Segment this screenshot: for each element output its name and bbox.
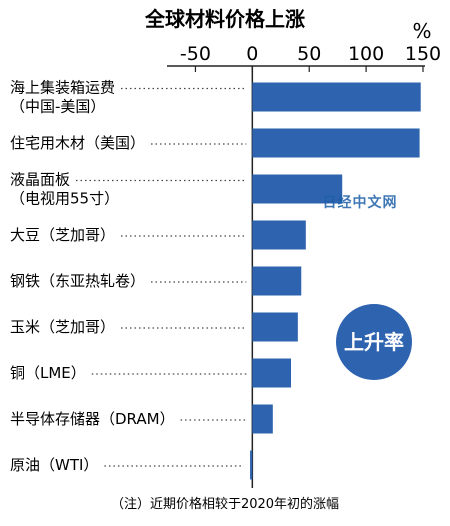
category-label: 海上集装箱运费 [10,79,115,97]
chart-title: 全球材料价格上涨 [144,7,305,31]
category-label: 住宅用木材（美国） [10,134,145,152]
x-tick-label: 100 [348,43,384,65]
x-tick-label: 150 [405,43,441,65]
bar [252,266,302,296]
badge-circle [336,304,412,380]
bar [252,220,306,250]
unit-label: % [412,19,431,43]
bar [252,174,343,204]
category-label: 铜（LME） [10,364,86,382]
category-label: 原油（WTI） [10,456,98,474]
watermark: 日经中文网 [323,194,398,211]
bar [252,358,292,388]
category-label: （电视用55寸） [10,190,119,208]
category-label: （中国-美国） [10,98,105,116]
footnote: （注）近期价格相较于2020年初的涨幅 [111,496,339,512]
bar [252,82,421,112]
category-label: 半导体存储器（DRAM） [10,410,175,428]
x-tick-label: 0 [246,43,258,65]
category-label: 玉米（芝加哥） [10,318,115,336]
category-label: 大豆（芝加哥） [10,226,115,244]
bar [252,404,273,434]
badge-label: 上升率 [344,330,404,354]
category-label: 钢铁（东亚热轧卷） [10,272,145,290]
category-label: 液晶面板 [10,171,70,189]
bar [250,450,253,480]
x-tick-label: 50 [297,43,321,65]
bar [252,312,298,342]
bar [252,128,420,158]
x-tick-label: -50 [180,43,211,65]
